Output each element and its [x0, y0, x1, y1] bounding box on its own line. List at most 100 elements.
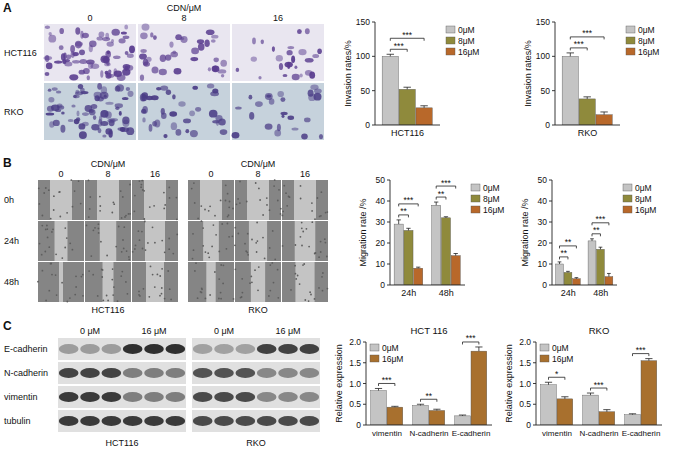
legend-swatch	[471, 206, 480, 213]
stained-cell	[140, 32, 148, 39]
cell-texture	[64, 227, 66, 229]
blot-band	[214, 416, 234, 426]
cell-texture	[69, 297, 71, 299]
legend-label: 0μM	[638, 25, 655, 35]
cell-texture	[154, 242, 156, 244]
cell-texture	[288, 196, 290, 198]
column-label: 0	[58, 169, 63, 179]
cell-texture	[141, 184, 143, 186]
cell-texture	[172, 253, 174, 255]
x-tick-label: N-cadherin	[409, 429, 448, 438]
error-cap	[403, 87, 410, 88]
significance-label: ***	[595, 214, 606, 224]
row-label: 0h	[4, 195, 14, 205]
stained-cell	[298, 49, 306, 55]
stained-cell	[235, 107, 242, 110]
cell-texture	[258, 266, 260, 268]
error-bar	[603, 410, 610, 412]
cell-texture	[315, 252, 317, 254]
blot-background	[58, 410, 186, 432]
error-cap	[566, 271, 570, 272]
cell-texture	[197, 297, 199, 299]
x-tick-label: 48h	[439, 288, 454, 298]
stained-cell	[312, 54, 319, 58]
stained-cell	[143, 62, 150, 67]
cell-texture	[272, 230, 274, 232]
legend-label: 16μM	[552, 354, 573, 364]
stained-cell	[78, 84, 83, 89]
stained-cell	[169, 42, 173, 48]
cell-texture	[256, 222, 258, 224]
cell-texture	[246, 252, 248, 254]
row-label: 24h	[4, 236, 19, 246]
stained-cell	[305, 28, 310, 34]
stained-cell	[73, 95, 80, 98]
bar	[556, 264, 564, 285]
cell-texture	[302, 231, 304, 233]
y-tick	[533, 362, 536, 363]
image-header: CDN/μM	[91, 159, 126, 169]
error-bar	[433, 409, 440, 410]
stained-cell	[301, 133, 308, 139]
cell-texture	[271, 262, 273, 264]
error-bar	[629, 413, 636, 415]
stained-cell	[249, 95, 253, 100]
error-cap	[600, 111, 607, 112]
wound-gap	[59, 262, 63, 302]
blot-row	[192, 386, 320, 408]
cell-texture	[89, 196, 91, 198]
blot-row	[192, 362, 320, 384]
stained-cell	[75, 41, 82, 49]
error-cap	[575, 277, 579, 278]
wound-gap	[97, 180, 119, 220]
blot-band	[102, 344, 122, 354]
bar	[432, 205, 441, 285]
stained-cell	[129, 45, 135, 53]
y-tick	[363, 425, 366, 426]
stained-cell	[265, 123, 273, 129]
stained-cell	[183, 119, 191, 124]
stained-cell	[87, 75, 90, 80]
x-tick-label: 24h	[401, 288, 416, 298]
plot-area	[371, 347, 487, 425]
blot-row	[58, 362, 186, 384]
legend-label: 16μM	[638, 47, 659, 57]
error-cap	[545, 382, 552, 383]
blot-band	[144, 368, 164, 378]
stained-cell	[304, 118, 311, 123]
error-stem	[478, 347, 479, 351]
stained-cell	[98, 128, 102, 133]
column-label: 8	[255, 169, 260, 179]
y-tick-label: 10	[376, 259, 386, 269]
legend-swatch	[540, 344, 549, 351]
error-cap	[645, 358, 652, 359]
wound-image	[85, 180, 131, 221]
y-tick	[549, 264, 552, 265]
x-tick-label: vimentin	[542, 429, 572, 438]
legend-label: 0μM	[483, 183, 500, 193]
stained-cell	[319, 134, 323, 139]
stained-cell	[195, 107, 201, 112]
stained-cell	[160, 86, 168, 91]
stained-cell	[305, 58, 314, 63]
cell-texture	[208, 210, 210, 212]
bar-chart: 00.51.01.52.0vimentinN-cadherinE-cadheri…	[334, 325, 492, 438]
invasion-image	[138, 23, 230, 81]
cell-texture	[50, 263, 52, 265]
cell-texture	[201, 288, 203, 290]
stained-cell	[156, 87, 161, 90]
cell-texture	[262, 237, 264, 239]
row-label: 48h	[4, 277, 19, 287]
cell-texture	[300, 198, 302, 200]
y-tick	[552, 22, 555, 23]
stained-cell	[105, 51, 111, 58]
bar	[471, 351, 487, 425]
blot-background	[192, 386, 320, 408]
cell-texture	[59, 191, 61, 193]
cell-texture	[273, 185, 275, 187]
cell-texture	[301, 227, 303, 229]
stained-cell	[100, 70, 103, 78]
cell-texture	[259, 199, 261, 201]
cell-texture	[240, 297, 242, 299]
y-tick-label: 10	[538, 259, 548, 269]
